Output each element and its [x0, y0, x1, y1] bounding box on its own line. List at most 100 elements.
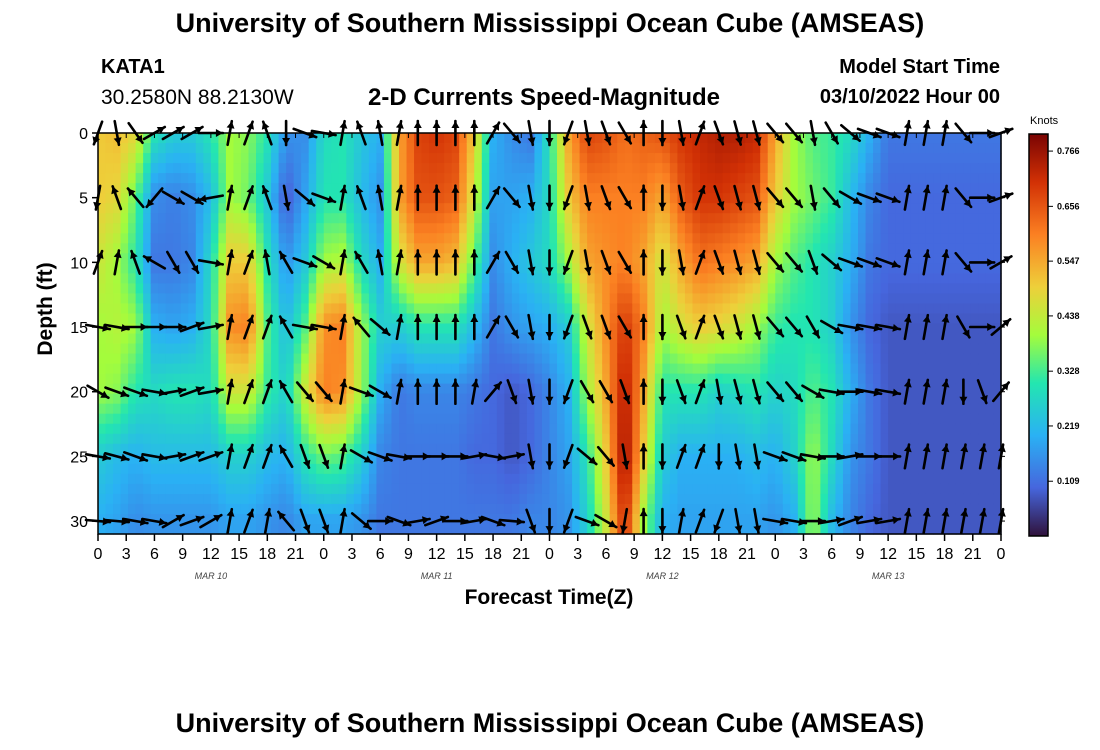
- heatmap-cell: [391, 383, 400, 395]
- heatmap-cell: [225, 433, 235, 445]
- heatmap-cell: [496, 413, 505, 425]
- heatmap-cell: [963, 203, 972, 214]
- heatmap-cell: [782, 193, 791, 204]
- heatmap-cell: [466, 363, 475, 375]
- heatmap-cell: [323, 293, 332, 305]
- heatmap-cell: [459, 493, 468, 505]
- heatmap-cell: [383, 203, 393, 214]
- heatmap-cell: [722, 333, 731, 345]
- heatmap-cell: [880, 213, 889, 224]
- heatmap-cell: [842, 483, 852, 495]
- heatmap-cell: [700, 463, 709, 475]
- heatmap-cell: [662, 273, 671, 284]
- heatmap-cell: [752, 153, 761, 164]
- heatmap-cell: [963, 413, 972, 425]
- heatmap-cell: [489, 513, 498, 525]
- heatmap-cell: [624, 233, 633, 244]
- heatmap-cell: [278, 263, 287, 274]
- heatmap-cell: [150, 303, 159, 315]
- heatmap-cell: [150, 203, 159, 214]
- heatmap-cell: [775, 213, 784, 224]
- heatmap-cell: [203, 433, 212, 445]
- heatmap-cell: [256, 253, 265, 264]
- heatmap-cell: [474, 213, 483, 224]
- heatmap-cell: [263, 343, 272, 355]
- heatmap-cell: [888, 283, 897, 295]
- heatmap-cell: [850, 443, 859, 455]
- heatmap-cell: [248, 343, 257, 355]
- heatmap-cell: [173, 253, 182, 264]
- heatmap-cell: [256, 523, 265, 535]
- heatmap-cell: [158, 463, 167, 475]
- current-arrow: [226, 313, 235, 341]
- heatmap-cell: [128, 203, 137, 214]
- heatmap-cell: [128, 143, 137, 154]
- heatmap-cell: [158, 163, 167, 174]
- heatmap-cell: [985, 163, 995, 174]
- heatmap-cell: [842, 213, 852, 224]
- heatmap-cell: [993, 493, 1002, 505]
- heatmap-cell: [654, 483, 663, 495]
- heatmap-cell: [948, 333, 957, 345]
- heatmap-cell: [669, 463, 679, 475]
- heatmap-cell: [835, 463, 844, 475]
- heatmap-cell: [557, 213, 566, 224]
- heatmap-cell: [436, 193, 445, 204]
- heatmap-cell: [594, 203, 603, 214]
- heatmap-cell: [850, 343, 859, 355]
- heatmap-cell: [557, 333, 566, 345]
- heatmap-cell: [113, 323, 122, 335]
- heatmap-cell: [918, 233, 927, 244]
- heatmap-cell: [240, 163, 250, 174]
- heatmap-cell: [173, 173, 182, 184]
- heatmap-cell: [180, 203, 189, 214]
- heatmap-cell: [632, 453, 641, 465]
- heatmap-cell: [775, 303, 784, 315]
- heatmap-cell: [662, 503, 671, 515]
- heatmap-cell: [150, 283, 159, 295]
- heatmap-cell: [842, 453, 852, 465]
- heatmap-cell: [218, 303, 227, 315]
- heatmap-cell: [654, 283, 663, 295]
- heatmap-cell: [963, 493, 972, 505]
- heatmap-cell: [579, 483, 588, 495]
- heatmap-cell: [715, 273, 724, 284]
- heatmap-cell: [970, 293, 980, 305]
- heatmap-cell: [496, 333, 505, 345]
- heatmap-cell: [256, 433, 265, 445]
- heatmap-cell: [669, 193, 679, 204]
- heatmap-cell: [444, 193, 453, 204]
- heatmap-cell: [278, 393, 287, 405]
- heatmap-cell: [526, 373, 536, 385]
- heatmap-cell: [271, 223, 280, 234]
- heatmap-cell: [436, 143, 445, 154]
- heatmap-cell: [496, 443, 505, 455]
- heatmap-cell: [985, 453, 995, 465]
- heatmap-cell: [662, 343, 671, 355]
- current-arrow-head: [102, 324, 110, 332]
- heatmap-cell: [594, 393, 603, 405]
- heatmap-cell: [534, 283, 543, 295]
- heatmap-cell: [775, 463, 784, 475]
- heatmap-cell: [496, 203, 505, 214]
- heatmap-cell: [594, 483, 603, 495]
- heatmap-cell: [451, 483, 460, 495]
- heatmap-cell: [489, 363, 498, 375]
- heatmap-cell: [195, 143, 204, 154]
- heatmap-cell: [293, 233, 302, 244]
- heatmap-cell: [700, 413, 709, 425]
- heatmap-cell: [767, 463, 776, 475]
- heatmap-cell: [278, 303, 287, 315]
- heatmap-cell: [782, 253, 791, 264]
- heatmap-cell: [963, 193, 972, 204]
- heatmap-cell: [767, 293, 776, 305]
- heatmap-cell: [745, 483, 754, 495]
- heatmap-cell: [278, 173, 287, 184]
- heatmap-cell: [331, 153, 340, 164]
- heatmap-cell: [963, 373, 972, 385]
- heatmap-cell: [526, 333, 536, 345]
- heatmap-cell: [444, 253, 453, 264]
- heatmap-cell: [873, 133, 882, 144]
- heatmap-cell: [444, 133, 453, 144]
- heatmap-cell: [722, 143, 731, 154]
